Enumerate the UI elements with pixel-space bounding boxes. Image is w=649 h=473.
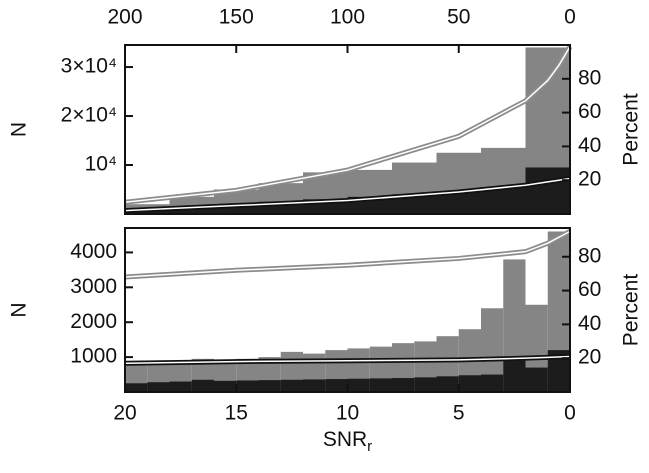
x-tick-label: 10 <box>336 402 359 425</box>
bar <box>503 360 526 392</box>
x-tick-label: 0 <box>564 6 576 29</box>
bar <box>214 380 237 392</box>
bar <box>214 205 259 214</box>
bar <box>481 374 504 392</box>
y2-tick-label: 80 <box>578 66 601 89</box>
y2-tick-label: 40 <box>578 134 601 157</box>
x-tick-label: 100 <box>330 6 365 29</box>
y-tick-label: 2×10⁴ <box>61 104 117 127</box>
y2-tick-label: 40 <box>578 312 601 335</box>
x-axis-label-subscript: r <box>367 438 372 455</box>
x-tick-label: 200 <box>107 6 142 29</box>
x-axis-label-main: SNR <box>323 428 367 451</box>
bar <box>147 382 170 392</box>
bar <box>125 210 170 214</box>
bar <box>303 379 326 392</box>
y2-tick-label: 80 <box>578 244 601 267</box>
x-tick-label: 50 <box>447 6 470 29</box>
x-tick-label: 0 <box>564 402 576 425</box>
bar <box>392 378 415 392</box>
bar <box>481 308 504 392</box>
x-tick-label: 5 <box>453 402 465 425</box>
y-axis-label: N <box>8 302 31 317</box>
bar <box>547 350 570 392</box>
x-tick-label: 150 <box>219 6 254 29</box>
cumulative-line-inner <box>124 230 571 278</box>
y2-axis-label: Percent <box>620 93 643 166</box>
bar <box>481 187 526 214</box>
bar <box>458 375 481 392</box>
y-tick-label: 1000 <box>70 345 117 368</box>
bar <box>125 383 148 392</box>
y2-tick-label: 20 <box>578 168 601 191</box>
y-axis-label: N <box>8 122 31 137</box>
bar <box>258 380 281 392</box>
y-tick-label: 4000 <box>70 240 117 263</box>
y2-tick-label: 60 <box>578 100 601 123</box>
x-axis-label: SNRr <box>323 428 372 455</box>
bar <box>169 381 192 392</box>
bar <box>525 167 570 214</box>
bar <box>436 191 481 214</box>
x-tick-label: 20 <box>113 402 136 425</box>
y-tick-label: 3000 <box>70 275 117 298</box>
bar <box>236 380 259 392</box>
bar <box>347 378 370 392</box>
cumulative-line-inner <box>124 177 571 212</box>
y-tick-label: 3×10⁴ <box>61 55 117 78</box>
y2-tick-label: 20 <box>578 346 601 369</box>
bar <box>392 194 437 214</box>
y2-tick-label: 60 <box>578 278 601 301</box>
bar <box>191 379 214 392</box>
bar <box>369 378 392 392</box>
bar <box>280 379 303 392</box>
bar <box>325 379 348 392</box>
bar <box>436 376 459 392</box>
bar <box>414 377 437 392</box>
bar <box>169 208 214 214</box>
y2-axis-label: Percent <box>620 274 643 347</box>
y-tick-label: 2000 <box>70 310 117 333</box>
bar <box>525 367 548 392</box>
cumulative-line-inner <box>124 46 571 203</box>
cumulative-line-inner <box>124 355 571 365</box>
y-tick-label: 10⁴ <box>85 153 117 176</box>
x-tick-label: 15 <box>225 402 248 425</box>
